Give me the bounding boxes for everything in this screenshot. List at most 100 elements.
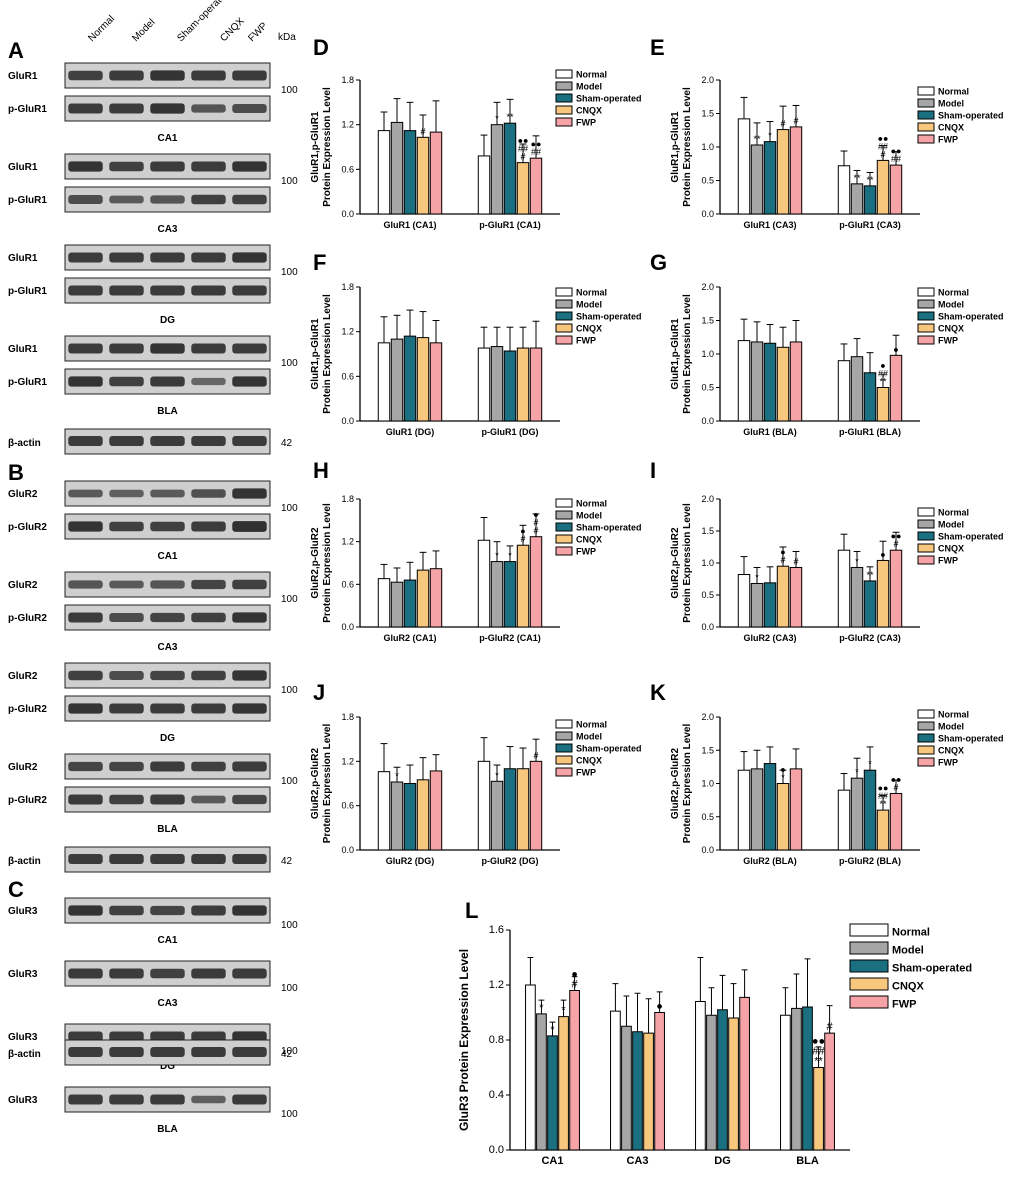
bar (776, 346, 790, 422)
actin-kda: 42 (281, 856, 293, 867)
x-tick-label: CA1 (541, 1155, 563, 1167)
y-tick-label: 0.0 (701, 209, 714, 219)
blot-region-label: BLA (157, 824, 178, 835)
blot-strip (64, 277, 271, 304)
significance-mark: ## (812, 1046, 825, 1058)
y-axis-label: GluR1,p-GluR1 (670, 318, 681, 390)
significance-mark: * (495, 114, 499, 124)
blot-band (68, 905, 103, 916)
panel-letter: J (313, 680, 325, 705)
blot-band (109, 343, 144, 354)
blot-row-label: GluR1 (8, 253, 38, 264)
legend-label: Sham-operated (892, 963, 972, 975)
significance-mark: ** (879, 799, 887, 809)
bar (390, 121, 404, 215)
significance-mark: * (550, 1024, 555, 1036)
significance-mark: # (893, 782, 898, 792)
legend-label: Normal (938, 508, 969, 518)
actin-label: β-actin (8, 438, 41, 449)
blot-band (191, 104, 226, 113)
legend-swatch (917, 531, 935, 541)
significance-mark: ● (520, 526, 525, 536)
blot-band (109, 905, 144, 916)
panel-letter: H (313, 458, 329, 483)
x-tick-label: GluR1 (CA1) (383, 220, 436, 230)
bar (776, 565, 790, 628)
blot-strip (64, 95, 271, 122)
y-axis-label: Protein Expression Level (682, 87, 693, 207)
blot-band (232, 579, 267, 590)
y-tick-label: 0.5 (701, 383, 714, 393)
blot-region-label: CA3 (157, 998, 177, 1009)
chart-K: K 0.0 0.5 1.0 1.5 2.0 GluR2,p-GluR2 Protein Exp… (650, 680, 1004, 866)
legend-swatch (849, 977, 889, 991)
legend-swatch (555, 522, 573, 532)
legend-label: Model (576, 300, 602, 310)
bar (403, 783, 417, 851)
blot-row-label: GluR3 (8, 969, 38, 980)
blot-band (232, 761, 267, 772)
significance-mark: ● (780, 547, 785, 557)
blot-band (150, 761, 185, 772)
blot-row-label: p-GluR2 (8, 704, 47, 715)
lane-label-4: FWP (246, 20, 270, 44)
bar (717, 1009, 728, 1151)
y-tick-label: 0.4 (489, 1089, 504, 1101)
blot-band (150, 521, 185, 532)
legend-swatch (917, 335, 935, 345)
significance-mark: # (793, 556, 798, 566)
actin-label: β-actin (8, 856, 41, 867)
bar (776, 129, 790, 215)
actin-strip (64, 1039, 271, 1066)
legend-label: FWP (576, 118, 596, 128)
y-tick-label: 2.0 (701, 712, 714, 722)
legend-label: Sham-operated (938, 111, 1004, 121)
blot-band (68, 285, 103, 296)
bar (403, 335, 417, 422)
panel-letter: E (650, 35, 665, 60)
y-tick-label: 1.2 (341, 537, 354, 547)
bar (377, 342, 391, 422)
legend-swatch (555, 719, 573, 729)
blot-band (109, 703, 144, 714)
legend-label: Sham-operated (576, 744, 642, 754)
blot-region-label: DG (160, 1061, 175, 1072)
legend-swatch (555, 81, 573, 91)
significance-mark: ●● (878, 783, 889, 793)
legend-label: CNQX (938, 746, 964, 756)
blot-row-label: p-GluR1 (8, 286, 47, 297)
bar (789, 126, 803, 215)
y-tick-label: 0.0 (701, 622, 714, 632)
blot-band (191, 612, 226, 623)
legend-swatch (555, 510, 573, 520)
blot-kda: 100 (281, 503, 298, 514)
blot-kda: 100 (281, 85, 298, 96)
blot-band (191, 579, 226, 590)
legend-swatch (917, 733, 935, 743)
bar (763, 582, 777, 628)
bar (789, 341, 803, 422)
blot-band (109, 436, 144, 446)
blot-strip (64, 480, 271, 507)
blot-band (68, 161, 103, 172)
legend-label: Model (938, 722, 964, 732)
panel-letter: F (313, 250, 326, 275)
blot-band (68, 794, 103, 805)
blot-band (150, 1047, 185, 1057)
y-axis-label: GluR1,p-GluR1 (310, 318, 321, 390)
blot-strip (64, 335, 271, 362)
legend-swatch (555, 323, 573, 333)
bar (837, 789, 851, 851)
significance-mark: * (855, 556, 859, 566)
legend-swatch (917, 287, 935, 297)
bar (490, 780, 504, 851)
blot-band (191, 70, 226, 81)
blot-kda: 100 (281, 685, 298, 696)
bar (643, 1032, 654, 1151)
bar (876, 159, 890, 215)
bar (503, 122, 517, 215)
blot-band (191, 252, 226, 263)
blot-region-label: CA1 (157, 551, 177, 562)
blot-band (232, 285, 267, 296)
significance-mark: # (520, 534, 525, 544)
